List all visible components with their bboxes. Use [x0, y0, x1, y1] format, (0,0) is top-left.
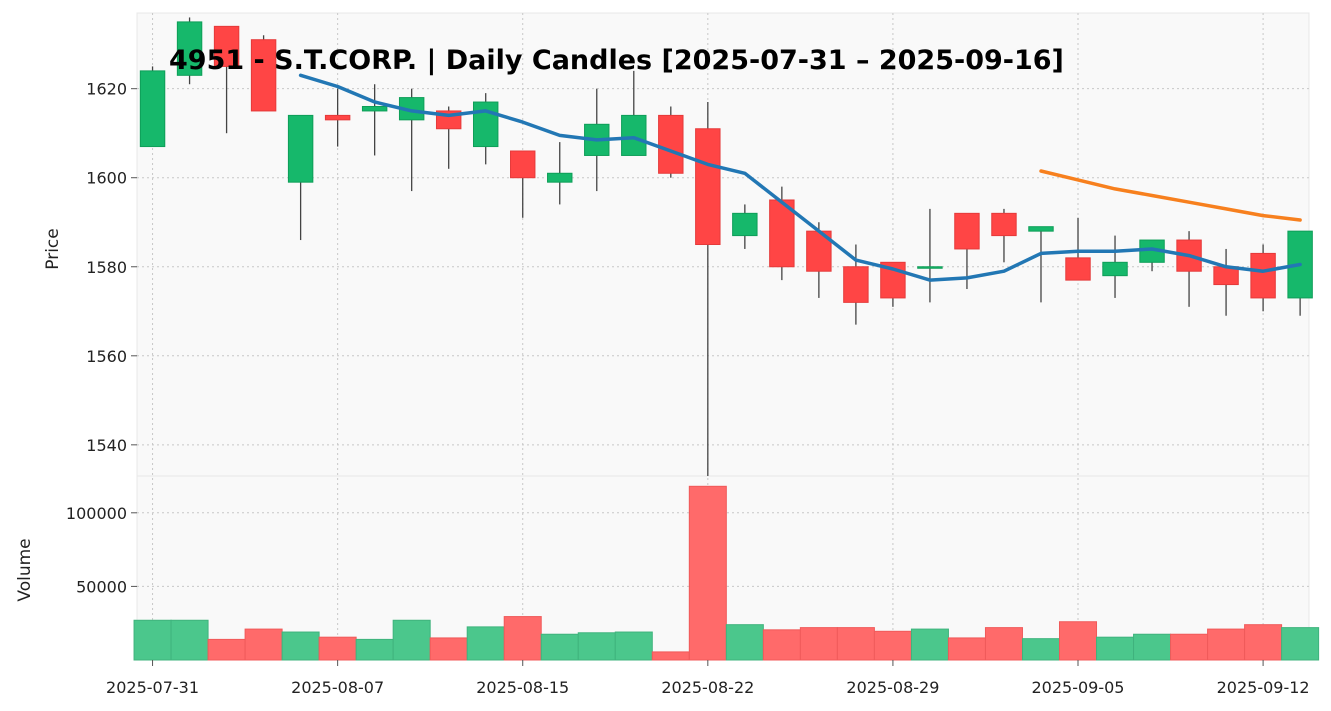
volume-bars: [133, 485, 1320, 661]
volume-bar: [1281, 627, 1320, 661]
price-axis-label: Price: [43, 228, 63, 269]
x-axis-ticks: 2025-07-31 2025-08-07 2025-08-15 2025-08-22…: [106, 660, 1310, 697]
volume-bar: [910, 628, 949, 661]
volume-bar: [651, 651, 690, 661]
volume-bar: [836, 627, 875, 661]
volume-bar: [1096, 636, 1135, 661]
volume-bar: [540, 633, 579, 661]
volume-tick-label: 100000: [66, 504, 127, 523]
volume-bar: [688, 485, 727, 661]
price-tick-label: 1580: [86, 258, 127, 277]
volume-bar: [762, 629, 801, 661]
volume-bar: [947, 637, 986, 661]
x-tick-label: 2025-08-15: [476, 678, 569, 697]
volume-bar: [355, 638, 394, 661]
volume-axis-ticks: 50000 100000: [66, 504, 137, 596]
volume-bar: [318, 636, 357, 661]
volume-bar: [984, 627, 1023, 661]
volume-bar: [1133, 633, 1172, 661]
x-tick-label: 2025-08-22: [661, 678, 754, 697]
volume-bar: [614, 631, 653, 661]
candle-body-down: [954, 212, 980, 250]
x-tick-label: 2025-09-05: [1032, 678, 1125, 697]
volume-bar: [281, 631, 320, 661]
price-tick-label: 1620: [86, 80, 127, 99]
volume-bar: [799, 627, 838, 661]
volume-bar: [466, 626, 505, 661]
volume-axis-label: Volume: [15, 538, 35, 601]
volume-bar: [1244, 624, 1283, 661]
price-axis-ticks: 1540 1560 1580 1600 1620: [86, 80, 137, 455]
candle-body-up: [287, 114, 314, 183]
volume-bar: [244, 628, 283, 661]
volume-bar: [873, 630, 912, 661]
x-tick-label: 2025-09-12: [1217, 678, 1310, 697]
price-tick-label: 1560: [86, 347, 127, 366]
candle-body-up: [1028, 226, 1054, 232]
candle-body-down: [250, 39, 277, 112]
candle-body-down: [695, 128, 721, 245]
candle-body-down: [658, 114, 684, 174]
price-panel-background: [136, 12, 1310, 477]
candle-body-down: [1250, 252, 1276, 299]
ma-short-line: [298, 73, 1302, 282]
candle-body-down: [991, 212, 1017, 237]
candle-body-down: [510, 150, 536, 179]
candles: [139, 17, 1313, 476]
volume-bar: [725, 624, 764, 661]
chart-title: 4951 - S.T.CORP. | Daily Candles [2025-0…: [169, 45, 1064, 76]
x-tick-label: 2025-08-29: [846, 678, 939, 697]
volume-bar: [392, 619, 431, 661]
volume-bar: [503, 616, 542, 661]
volume-tick-label: 50000: [76, 577, 127, 596]
price-tick-label: 1600: [86, 169, 127, 188]
x-tick-label: 2025-08-07: [291, 678, 384, 697]
candle-body-up: [361, 105, 388, 112]
candle-body-up: [139, 70, 166, 148]
candle-body-up: [176, 21, 203, 76]
x-tick-label: 2025-07-31: [106, 678, 199, 697]
price-tick-label: 1540: [86, 436, 127, 455]
volume-bar: [1170, 633, 1209, 661]
volume-bar: [1058, 621, 1098, 661]
volume-bar: [170, 619, 209, 661]
volume-bar: [577, 632, 616, 661]
volume-bar: [1021, 638, 1060, 661]
candle-body-down: [843, 266, 869, 303]
candle-body-down: [1065, 257, 1091, 281]
candle-body-up: [547, 172, 573, 183]
candle-body-up: [917, 266, 943, 269]
ma-long-line: [1039, 169, 1302, 222]
candle-body-up: [732, 212, 758, 237]
volume-bar: [1207, 628, 1246, 661]
candle-body-up: [472, 101, 499, 148]
candle-body-up: [621, 114, 647, 156]
volume-bar: [429, 637, 468, 661]
candle-body-down: [213, 25, 240, 67]
candle-body-down: [324, 114, 351, 121]
volume-bar: [133, 619, 172, 661]
volume-bar: [207, 638, 246, 661]
candle-body-up: [1102, 261, 1128, 277]
